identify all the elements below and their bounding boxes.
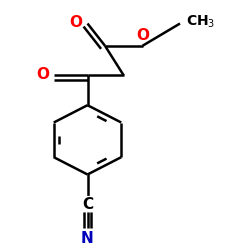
Text: CH$_3$: CH$_3$ — [186, 13, 216, 30]
Text: O: O — [70, 15, 83, 30]
Text: O: O — [136, 28, 149, 43]
Text: C: C — [82, 197, 93, 212]
Text: O: O — [36, 67, 49, 82]
Text: N: N — [81, 232, 94, 246]
